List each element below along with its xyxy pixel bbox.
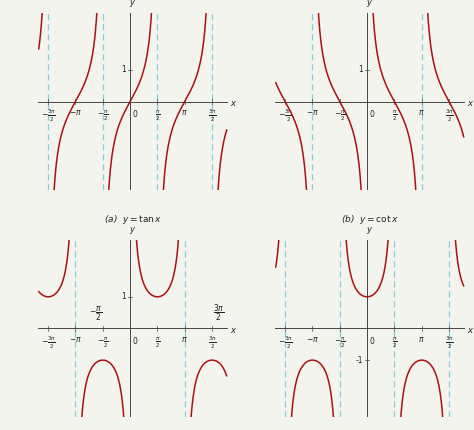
- Text: $-\frac{3\pi}{2}$: $-\frac{3\pi}{2}$: [41, 335, 55, 351]
- Text: x: x: [468, 98, 473, 108]
- Text: $0$: $0$: [369, 108, 375, 119]
- Text: (a)  $y = \tan x$: (a) $y = \tan x$: [104, 213, 162, 226]
- Text: $\frac{\pi}{2}$: $\frac{\pi}{2}$: [392, 335, 397, 350]
- Text: $\pi$: $\pi$: [419, 108, 425, 117]
- Text: $\frac{3\pi}{2}$: $\frac{3\pi}{2}$: [445, 108, 454, 124]
- Text: $-\frac{\pi}{2}$: $-\frac{\pi}{2}$: [97, 335, 109, 350]
- Text: $0$: $0$: [369, 335, 375, 346]
- Text: $\pi$: $\pi$: [419, 335, 425, 344]
- Text: $\frac{3\pi}{2}$: $\frac{3\pi}{2}$: [208, 108, 217, 124]
- Text: $\frac{\pi}{2}$: $\frac{\pi}{2}$: [155, 108, 160, 123]
- Text: $-\pi$: $-\pi$: [69, 335, 82, 344]
- Text: $-\frac{\pi}{2}$: $-\frac{\pi}{2}$: [334, 108, 346, 123]
- Text: $\frac{\pi}{2}$: $\frac{\pi}{2}$: [155, 335, 160, 350]
- Text: y: y: [366, 225, 371, 234]
- Text: $-\frac{\pi}{2}$: $-\frac{\pi}{2}$: [97, 108, 109, 123]
- Text: $-\frac{3\pi}{2}$: $-\frac{3\pi}{2}$: [278, 335, 292, 351]
- Text: y: y: [366, 0, 371, 7]
- Text: $-\frac{\pi}{2}$: $-\frac{\pi}{2}$: [334, 335, 346, 350]
- Text: $-\pi$: $-\pi$: [69, 108, 82, 117]
- Text: $0$: $0$: [132, 108, 138, 119]
- Text: $-\pi$: $-\pi$: [306, 108, 319, 117]
- Text: $\frac{\pi}{2}$: $\frac{\pi}{2}$: [392, 108, 397, 123]
- Text: x: x: [231, 326, 236, 335]
- Text: y: y: [129, 225, 134, 234]
- Text: (b)  $y = \cot x$: (b) $y = \cot x$: [341, 213, 399, 226]
- Text: 1: 1: [121, 292, 126, 301]
- Text: $0$: $0$: [132, 335, 138, 346]
- Text: $\frac{3\pi}{2}$: $\frac{3\pi}{2}$: [445, 335, 454, 351]
- Text: x: x: [231, 98, 236, 108]
- Text: $-\frac{3\pi}{2}$: $-\frac{3\pi}{2}$: [278, 108, 292, 124]
- Text: 1: 1: [121, 65, 126, 74]
- Text: $\pi$: $\pi$: [182, 108, 188, 117]
- Text: $-\pi$: $-\pi$: [306, 335, 319, 344]
- Text: -1: -1: [356, 356, 363, 365]
- Text: $-\dfrac{\pi}{2}$: $-\dfrac{\pi}{2}$: [89, 304, 102, 323]
- Text: 1: 1: [358, 65, 363, 74]
- Text: $\pi$: $\pi$: [182, 335, 188, 344]
- Text: $-\frac{3\pi}{2}$: $-\frac{3\pi}{2}$: [41, 108, 55, 124]
- Text: $\frac{3\pi}{2}$: $\frac{3\pi}{2}$: [208, 335, 217, 351]
- Text: $\dfrac{3\pi}{2}$: $\dfrac{3\pi}{2}$: [213, 302, 225, 323]
- Text: x: x: [468, 326, 473, 335]
- Text: y: y: [129, 0, 134, 7]
